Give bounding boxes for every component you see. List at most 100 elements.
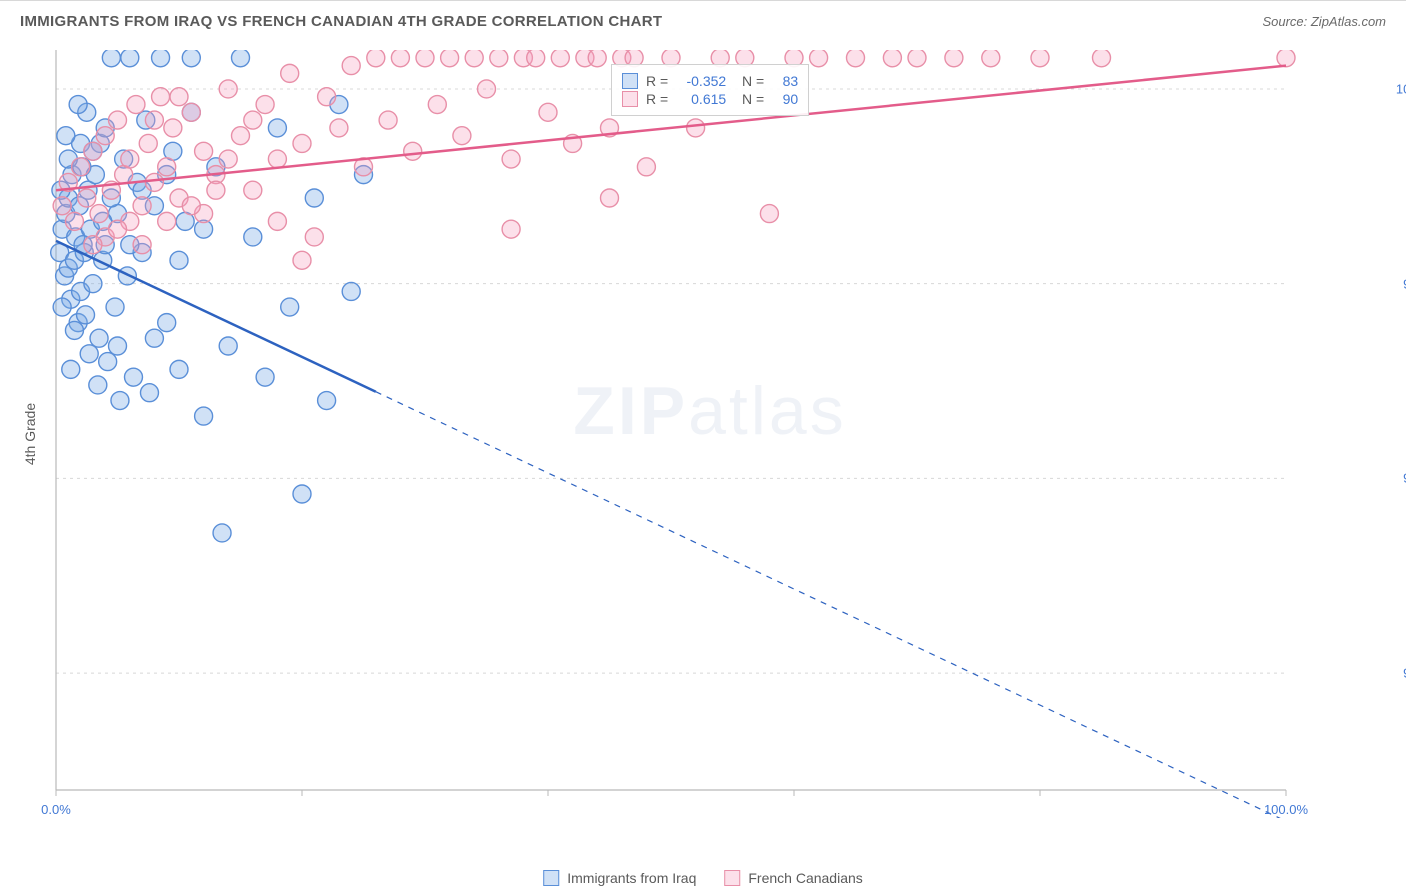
data-point <box>90 205 108 223</box>
data-point <box>601 189 619 207</box>
data-point <box>124 368 142 386</box>
data-point <box>57 127 75 145</box>
data-point <box>195 142 213 160</box>
data-point <box>982 50 1000 67</box>
data-point <box>84 275 102 293</box>
y-axis-label: 4th Grade <box>22 403 38 465</box>
data-point <box>106 298 124 316</box>
data-point <box>367 50 385 67</box>
data-point <box>883 50 901 67</box>
data-point <box>760 205 778 223</box>
stats-r-label: R = <box>646 73 668 89</box>
data-point <box>111 392 129 410</box>
chart-header: IMMIGRANTS FROM IRAQ VS FRENCH CANADIAN … <box>0 0 1406 38</box>
stats-legend-box: R = -0.352 N = 83 R =0.615 N =90 <box>611 64 809 116</box>
data-point <box>305 228 323 246</box>
chart-title: IMMIGRANTS FROM IRAQ VS FRENCH CANADIAN … <box>20 13 662 30</box>
data-point <box>379 111 397 129</box>
data-point <box>139 134 157 152</box>
stats-r-value: -0.352 <box>676 73 726 89</box>
legend-item-french: French Canadians <box>724 870 862 886</box>
data-point <box>465 50 483 67</box>
data-point <box>342 57 360 75</box>
stats-row-french: R =0.615 N =90 <box>622 91 798 107</box>
data-point <box>428 96 446 114</box>
data-point <box>65 212 83 230</box>
chart-area: 4th Grade ZIPatlas R =-0.352 N =83R =0.6… <box>50 50 1370 818</box>
data-point <box>69 96 87 114</box>
data-point <box>109 220 127 238</box>
data-point <box>945 50 963 67</box>
data-point <box>1277 50 1295 67</box>
data-point <box>182 103 200 121</box>
data-point <box>1093 50 1111 67</box>
data-point <box>268 150 286 168</box>
data-point <box>89 376 107 394</box>
data-point <box>158 212 176 230</box>
data-point <box>77 306 95 324</box>
data-point <box>99 353 117 371</box>
trend-line-iraq-dashed <box>376 392 1286 818</box>
legend-item-iraq: Immigrants from Iraq <box>543 870 696 886</box>
data-point <box>281 64 299 82</box>
data-point <box>1031 50 1049 67</box>
data-point <box>342 282 360 300</box>
data-point <box>318 392 336 410</box>
data-point <box>170 360 188 378</box>
data-point <box>232 50 250 67</box>
data-point <box>244 181 262 199</box>
data-point <box>219 80 237 98</box>
scatter-plot <box>50 50 1370 818</box>
x-tick-label: 100.0% <box>1264 802 1308 817</box>
stats-n-value: 83 <box>772 73 798 89</box>
data-point <box>268 212 286 230</box>
stats-r-value: 0.615 <box>676 91 726 107</box>
data-point <box>182 50 200 67</box>
data-point <box>244 111 262 129</box>
data-point <box>170 88 188 106</box>
data-point <box>158 158 176 176</box>
data-point <box>908 50 926 67</box>
data-point <box>293 485 311 503</box>
data-point <box>810 50 828 67</box>
data-point <box>478 80 496 98</box>
data-point <box>80 345 98 363</box>
bottom-legend: Immigrants from Iraq French Canadians <box>543 870 863 886</box>
data-point <box>293 251 311 269</box>
data-point <box>152 88 170 106</box>
data-point <box>121 150 139 168</box>
data-point <box>687 119 705 137</box>
data-point <box>145 111 163 129</box>
data-point <box>170 251 188 269</box>
data-point <box>90 329 108 347</box>
data-point <box>109 337 127 355</box>
data-point <box>145 173 163 191</box>
legend-swatch <box>724 870 740 886</box>
data-point <box>453 127 471 145</box>
data-point <box>330 119 348 137</box>
data-point <box>133 197 151 215</box>
data-point <box>213 524 231 542</box>
data-point <box>207 181 225 199</box>
data-point <box>637 158 655 176</box>
data-point <box>281 298 299 316</box>
data-point <box>84 142 102 160</box>
data-point <box>305 189 323 207</box>
legend-label: French Canadians <box>748 870 862 886</box>
stats-n-label: N = <box>734 91 764 107</box>
data-point <box>318 88 336 106</box>
data-point <box>416 50 434 67</box>
data-point <box>158 314 176 332</box>
data-point <box>72 158 90 176</box>
data-point <box>256 368 274 386</box>
data-point <box>527 50 545 67</box>
data-point <box>140 384 158 402</box>
data-point <box>847 50 865 67</box>
data-point <box>145 329 163 347</box>
stats-row-iraq: R = -0.352 N = 83 <box>622 73 798 89</box>
data-point <box>109 111 127 129</box>
data-point <box>62 360 80 378</box>
data-point <box>118 267 136 285</box>
data-point <box>127 96 145 114</box>
stats-n-label: N = <box>734 73 764 89</box>
